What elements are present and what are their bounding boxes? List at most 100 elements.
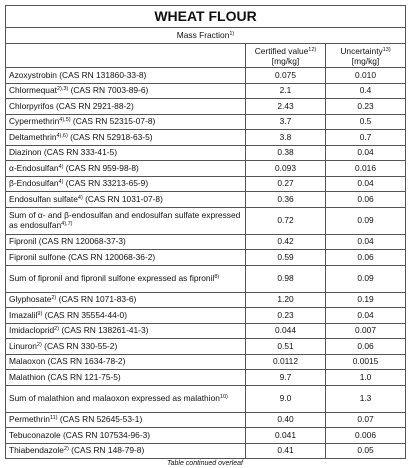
uncertainty: 0.23	[324, 98, 407, 115]
certified-value: 0.23	[245, 307, 326, 324]
substance-cell: Malaoxon (CAS RN 1634-78-2)	[5, 353, 246, 370]
substance-cell: Sum of fipronil and fipronil sulfone exp…	[5, 264, 246, 293]
page: WHEAT FLOUR Mass Fraction1) Certified va…	[4, 5, 407, 467]
table-row: Linuron2) (CAS RN 330-55-2) 0.51 0.06	[5, 338, 407, 355]
substance-name: Chlormequat	[9, 85, 57, 95]
uncertainty: 0.007	[324, 322, 407, 339]
cas-number: (CAS RN 35554-44-0)	[42, 309, 127, 320]
table-row: Malathion (CAS RN 121-75-5) 9.7 1.0	[5, 369, 407, 386]
substance-cell: Cypermethrin4),5) (CAS RN 52315-07-8)	[5, 113, 246, 130]
certified-value: 0.40	[245, 411, 326, 428]
uncertainty: 0.04	[324, 233, 407, 250]
substance-name: Fipronil sulfone (CAS RN 120068-36-2)	[9, 251, 156, 262]
cas-number: (CAS RN 52918-63-5)	[67, 131, 153, 142]
substance-cell: Linuron2) (CAS RN 330-55-2)	[5, 338, 246, 355]
certified-value: 0.51	[245, 338, 326, 355]
table-row: β-Endosulfan4) (CAS RN 33213-65-9) 0.27 0.…	[5, 175, 407, 192]
substance-name: Imidacloprid	[9, 325, 55, 335]
certified-value: 0.98	[245, 264, 326, 293]
substance-name: Sum of fipronil and fipronil sulfone exp…	[9, 272, 215, 283]
footnote-ref: 2)	[54, 326, 60, 332]
table-row: Sum of fipronil and fipronil sulfone exp…	[5, 264, 407, 293]
footnote-ref: 8)	[214, 273, 220, 280]
uncertainty: 0.06	[324, 249, 407, 266]
substance-name: Endosulfan sulfate	[9, 193, 78, 204]
certified-value: 0.0112	[245, 353, 326, 370]
table-row: Thiabendazole2) (CAS RN 148-79-8) 0.41 0.0…	[5, 442, 407, 459]
footnote-ref: 11)	[49, 415, 58, 421]
substance-cell: Endosulfan sulfate4) (CAS RN 1031-07-8)	[5, 191, 246, 208]
cas-number: (CAS RN 7003-89-6)	[68, 85, 149, 95]
uncertainty: 1.0	[324, 369, 407, 386]
cas-number: (CAS RN 1071-83-6)	[56, 294, 137, 304]
substance-cell: Chlorpyrifos (CAS RN 2921-88-2)	[5, 98, 246, 115]
footnote-ref: 4)	[58, 163, 64, 170]
column-unit: [mg/kg]	[271, 55, 300, 66]
certified-value: 0.36	[245, 191, 326, 208]
title: WHEAT FLOUR	[4, 5, 407, 28]
substance-cell: Sum of α- and β-endosulfan and endosulfa…	[5, 206, 246, 235]
substance-cell: Imidacloprid2) (CAS RN 138261-41-3)	[5, 322, 246, 339]
table-row: Fipronil (CAS RN 120068-37-3) 0.42 0.04	[5, 233, 407, 250]
title-row: WHEAT FLOUR	[4, 5, 407, 28]
header-cell	[5, 43, 246, 68]
certified-value: 0.27	[245, 175, 326, 192]
table-row: α-Endosulfan4) (CAS RN 959-98-8) 0.093 0.0…	[5, 160, 407, 177]
substance-cell: Deltamethrin4),6) (CAS RN 52918-63-5)	[5, 129, 246, 146]
table-row: Fipronil sulfone (CAS RN 120068-36-2) 0.5…	[5, 249, 407, 266]
column-title: Uncertainty	[340, 46, 383, 56]
footnote-ref: 4),7)	[61, 220, 73, 227]
substance-cell: Sum of malathion and malaoxon expressed …	[5, 384, 246, 413]
uncertainty: 0.006	[324, 427, 407, 444]
certified-value: 2.43	[245, 98, 326, 115]
table-row: Chlormequat2),3) (CAS RN 7003-89-6) 2.1 0.…	[5, 82, 407, 99]
substance-name: Malathion (CAS RN 121-75-5)	[9, 371, 121, 382]
certified-value: 0.044	[245, 322, 326, 339]
uncertainty: 0.0015	[324, 353, 407, 370]
table-row: Sum of α- and β-endosulfan and endosulfa…	[5, 206, 407, 235]
substance-cell: Imazalil9) (CAS RN 35554-44-0)	[5, 307, 246, 324]
header-cell: Uncertainty13) [mg/kg]	[324, 43, 407, 68]
footnote-ref: 2),3)	[56, 86, 69, 92]
substance-name: Deltamethrin	[9, 131, 57, 142]
header-cell: Certified value12) [mg/kg]	[245, 43, 326, 68]
substance-cell: Tebuconazole (CAS RN 107534-96-3)	[5, 427, 246, 444]
table-row: Chlorpyrifos (CAS RN 2921-88-2) 2.43 0.23	[5, 98, 407, 115]
table-row: Endosulfan sulfate4) (CAS RN 1031-07-8) 0…	[5, 191, 407, 208]
cas-number: (CAS RN 330-55-2)	[41, 340, 118, 351]
data-table: WHEAT FLOUR Mass Fraction1) Certified va…	[4, 5, 407, 459]
substance-name: Azoxystrobin (CAS RN 131860-33-8)	[9, 69, 147, 80]
certified-value: 9.7	[245, 369, 326, 386]
substance-name: Permethrin	[9, 414, 50, 424]
footnote-ref: 12)	[308, 47, 317, 53]
certified-value: 9.0	[245, 384, 326, 413]
table-body: WHEAT FLOUR Mass Fraction1) Certified va…	[4, 5, 407, 459]
table-row: Glyphosate2) (CAS RN 1071-83-6) 1.20 0.19	[5, 291, 407, 308]
table-row: Tebuconazole (CAS RN 107534-96-3) 0.041 0.…	[5, 427, 407, 444]
substance-cell: Thiabendazole2) (CAS RN 148-79-8)	[5, 442, 246, 459]
cas-number: (CAS RN 52315-07-8)	[70, 116, 156, 126]
uncertainty: 0.06	[324, 338, 407, 355]
table-row: Imazalil9) (CAS RN 35554-44-0) 0.23 0.04	[5, 307, 407, 324]
uncertainty: 0.016	[324, 160, 407, 177]
substance-cell: Fipronil sulfone (CAS RN 120068-36-2)	[5, 249, 246, 266]
uncertainty: 0.5	[324, 113, 407, 130]
certified-value: 0.41	[245, 442, 326, 459]
uncertainty: 0.04	[324, 307, 407, 324]
column-unit: [mg/kg]	[351, 55, 380, 66]
table-row: Permethrin11) (CAS RN 52645-53-1) 0.40 0.0…	[5, 411, 407, 428]
substance-cell: Azoxystrobin (CAS RN 131860-33-8)	[5, 67, 246, 84]
table-row: Imidacloprid2) (CAS RN 138261-41-3) 0.044…	[5, 322, 407, 339]
certified-value: 0.38	[245, 144, 326, 161]
certified-value: 3.7	[245, 113, 326, 130]
substance-cell: α-Endosulfan4) (CAS RN 959-98-8)	[5, 160, 246, 177]
substance-name: α-Endosulfan	[9, 162, 59, 173]
uncertainty: 0.4	[324, 82, 407, 99]
footnote-ref: 2)	[36, 341, 42, 348]
uncertainty: 0.04	[324, 144, 407, 161]
certified-value: 2.1	[245, 82, 326, 99]
header-row: Certified value12) [mg/kg] Uncertainty13)…	[5, 43, 407, 68]
cas-number: (CAS RN 1031-07-8)	[82, 193, 163, 204]
uncertainty: 0.07	[324, 411, 407, 428]
subheader-text: Mass Fraction	[176, 29, 230, 40]
